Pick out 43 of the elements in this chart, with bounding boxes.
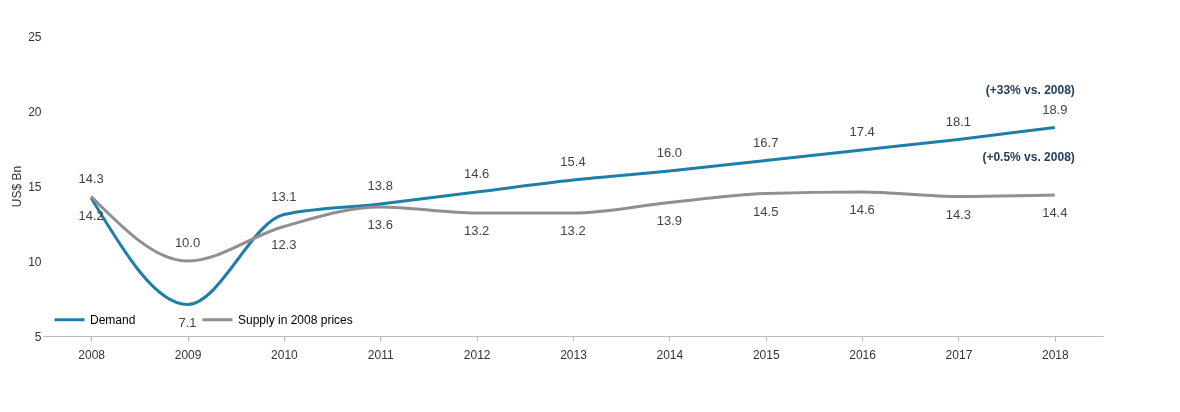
y-tick-label: 5 (34, 329, 42, 344)
data-label: 14.2 (78, 208, 104, 223)
annotation: (+0.5% vs. 2008) (982, 150, 1075, 164)
annotation: (+33% vs. 2008) (985, 82, 1075, 97)
data-label: 13.2 (463, 223, 490, 238)
data-label: 18.9 (1042, 101, 1068, 117)
x-tick-label: 2015 (752, 347, 780, 362)
data-label: 17.4 (849, 124, 875, 139)
data-label: 13.9 (656, 212, 683, 228)
data-label: 14.6 (849, 202, 875, 217)
x-tick-label: 2011 (367, 347, 394, 362)
y-tick-label: 20 (28, 104, 42, 119)
x-tick-label: 2013 (560, 347, 588, 362)
data-label: 14.5 (753, 203, 779, 219)
data-label: 13.8 (367, 178, 393, 193)
data-label: 14.6 (463, 166, 490, 181)
data-label: 13.6 (367, 217, 393, 232)
data-label: 10.0 (174, 235, 201, 250)
data-label: 7.1 (178, 314, 197, 330)
data-label: 13.2 (560, 223, 586, 238)
y-tick-label: 25 (28, 29, 42, 44)
y-axis-title: US$ Bn (10, 165, 25, 208)
data-label: 16.0 (656, 145, 683, 160)
y-tick-label: 15 (28, 179, 42, 194)
data-label: 15.4 (560, 154, 586, 169)
legend-label: Demand (90, 312, 136, 327)
x-tick-label: 2012 (463, 347, 491, 362)
data-label: 14.3 (945, 206, 972, 222)
data-label: 16.7 (753, 134, 779, 150)
data-label: 13.1 (271, 188, 297, 204)
data-label: 12.3 (271, 236, 297, 252)
legend-label: Supply in 2008 prices (238, 312, 353, 327)
x-tick-label: 2017 (945, 347, 973, 362)
x-tick-label: 2016 (849, 347, 877, 362)
y-tick-label: 10 (28, 254, 42, 269)
data-label: 14.4 (1042, 205, 1068, 220)
x-tick-label: 2009 (174, 347, 202, 362)
x-tick-label: 2010 (271, 347, 299, 362)
data-label: 14.3 (78, 170, 104, 186)
x-tick-label: 2018 (1041, 347, 1069, 362)
data-label: 18.1 (945, 113, 972, 129)
x-tick-label: 2008 (78, 347, 106, 362)
x-tick-label: 2014 (656, 347, 684, 362)
